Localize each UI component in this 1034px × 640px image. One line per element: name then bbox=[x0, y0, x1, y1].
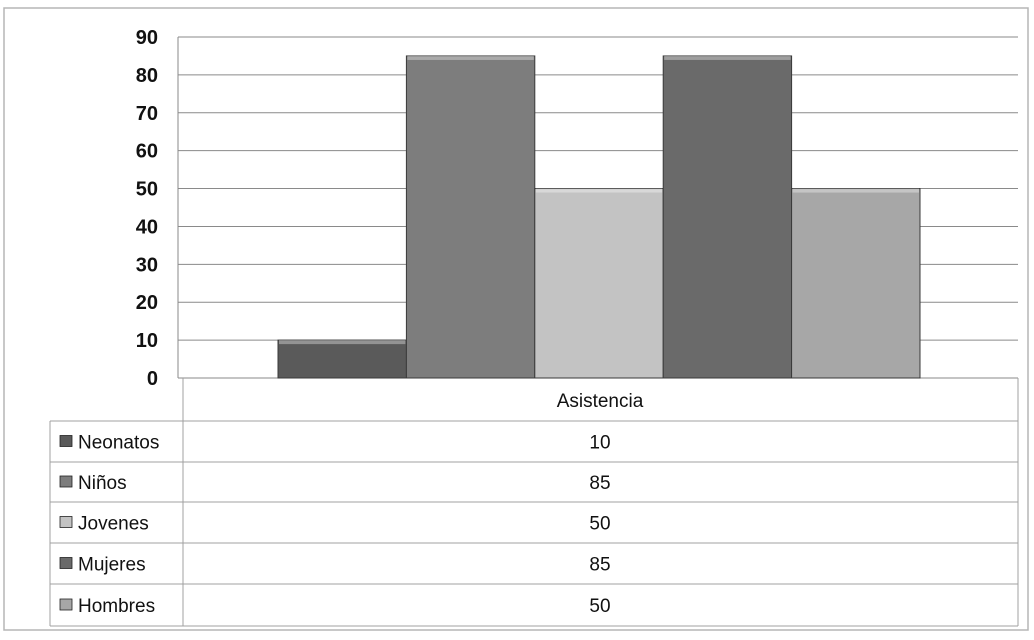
legend-label: Niños bbox=[78, 473, 127, 494]
bar-neonatos bbox=[277, 339, 407, 379]
y-tick-label: 10 bbox=[136, 330, 158, 352]
bar-jovenes bbox=[534, 188, 664, 379]
y-tick-label: 80 bbox=[136, 65, 158, 87]
bar-top-highlight bbox=[279, 340, 406, 345]
legend-label: Neonatos bbox=[78, 433, 159, 454]
bar-hombres bbox=[791, 188, 921, 379]
bars bbox=[277, 55, 921, 379]
y-tick-label: 0 bbox=[147, 368, 158, 390]
data-label: 85 bbox=[589, 473, 610, 494]
y-tick-label: 60 bbox=[136, 141, 158, 163]
bar-top-highlight bbox=[407, 55, 534, 60]
legend-swatch bbox=[59, 475, 73, 488]
y-tick-label: 20 bbox=[136, 292, 158, 314]
bar-mujeres bbox=[662, 55, 793, 379]
data-table: Asistencia Neonatos 10 Niños 85 Jovenes 50 Muj… bbox=[49, 378, 1019, 627]
data-label: 50 bbox=[589, 514, 610, 535]
data-label: 50 bbox=[589, 596, 610, 617]
data-label: 85 bbox=[589, 555, 610, 576]
legend-label: Jovenes bbox=[78, 514, 149, 535]
y-tick-label: 50 bbox=[136, 179, 158, 201]
legend-swatch bbox=[59, 557, 73, 569]
bar-top-highlight bbox=[792, 188, 919, 193]
data-label: 10 bbox=[589, 433, 610, 454]
y-tick-label: 40 bbox=[136, 216, 158, 238]
y-tick-label: 90 bbox=[136, 27, 158, 49]
bar-top-highlight bbox=[664, 55, 791, 60]
y-tick-label: 30 bbox=[136, 254, 158, 276]
y-axis-ticks: 0 10 20 30 40 50 60 70 80 90 bbox=[136, 27, 158, 390]
legend-swatch bbox=[59, 598, 73, 611]
legend-label: Mujeres bbox=[78, 555, 146, 576]
bar-top-highlight bbox=[535, 188, 663, 193]
legend-swatch bbox=[59, 435, 73, 447]
legend-label: Hombres bbox=[78, 596, 155, 617]
y-tick-label: 70 bbox=[136, 103, 158, 125]
legend-swatch bbox=[59, 516, 73, 528]
category-label: Asistencia bbox=[557, 391, 644, 412]
bar-niños bbox=[405, 55, 536, 379]
